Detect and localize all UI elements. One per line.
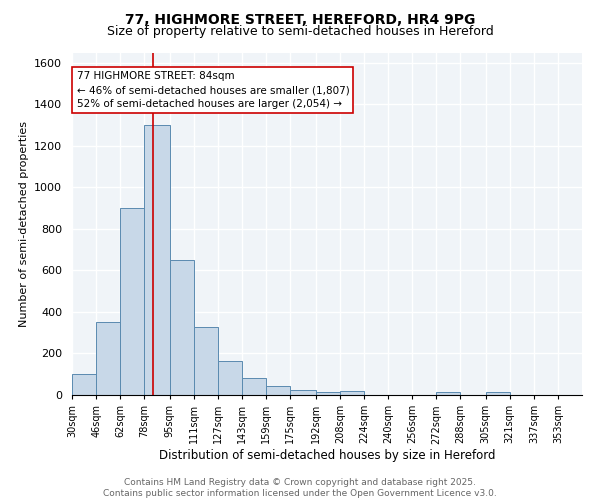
Text: Contains HM Land Registry data © Crown copyright and database right 2025.
Contai: Contains HM Land Registry data © Crown c… (103, 478, 497, 498)
Bar (290, 390, 316, 395)
Text: 77, HIGHMORE STREET, HEREFORD, HR4 9PG: 77, HIGHMORE STREET, HEREFORD, HR4 9PG (125, 12, 475, 26)
Bar (194, 326, 218, 395)
Bar (436, 392, 460, 395)
Bar (486, 392, 510, 395)
Bar (266, 386, 290, 395)
Bar (72, 374, 96, 395)
Bar (120, 208, 144, 395)
Bar (316, 392, 340, 395)
Bar (242, 378, 266, 395)
Bar (170, 260, 194, 395)
Bar (218, 361, 242, 395)
Text: 77 HIGHMORE STREET: 84sqm
← 46% of semi-detached houses are smaller (1,807)
52% : 77 HIGHMORE STREET: 84sqm ← 46% of semi-… (77, 71, 349, 109)
X-axis label: Distribution of semi-detached houses by size in Hereford: Distribution of semi-detached houses by … (159, 449, 495, 462)
Text: Size of property relative to semi-detached houses in Hereford: Size of property relative to semi-detach… (107, 25, 493, 38)
Bar (340, 391, 364, 395)
Y-axis label: Number of semi-detached properties: Number of semi-detached properties (19, 120, 29, 327)
Bar (96, 322, 120, 395)
Bar (144, 125, 170, 395)
